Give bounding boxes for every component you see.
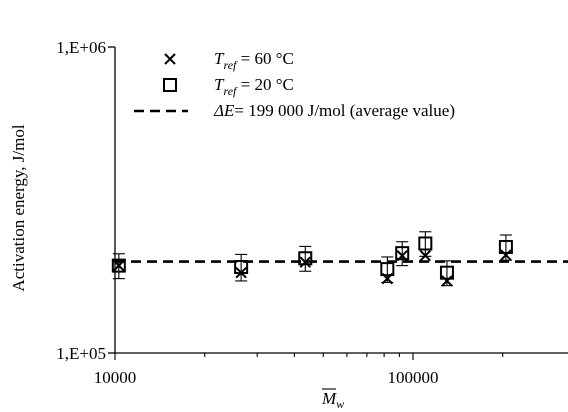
x-marker-stroke — [500, 249, 512, 261]
x-marker-point — [299, 256, 311, 268]
error-bar — [235, 253, 248, 282]
square-marker-point — [395, 246, 410, 261]
square-marker-point — [439, 265, 454, 280]
error-bar — [396, 241, 409, 267]
tick-labels: 1,E+05 1,E+06 10000 100000 — [56, 38, 438, 387]
x-marker-stroke — [419, 249, 432, 262]
square-marker-point — [298, 251, 313, 266]
x-marker-point — [500, 249, 512, 261]
x-marker-stroke — [396, 249, 408, 262]
x-marker-stroke — [381, 272, 394, 285]
square-marker-point — [380, 262, 395, 277]
legend-item: Tref = 60 °C — [164, 49, 294, 72]
legend-label: ΔE= 199 000 J/mol (average value) — [213, 101, 455, 120]
x-marker-point — [113, 259, 125, 272]
legend-item: ΔE= 199 000 J/mol (average value) — [134, 101, 455, 120]
x-tick-label: 10000 — [94, 368, 137, 387]
y-tick-label: 1,E+05 — [56, 344, 106, 363]
x-marker-stroke — [235, 266, 247, 279]
axis-titles: Activation energy, J/mol Mw — [9, 124, 344, 411]
y-axis-title: Activation energy, J/mol — [9, 124, 28, 291]
error-bar — [299, 245, 312, 272]
data-points — [111, 236, 513, 287]
x-marker-point — [441, 275, 453, 287]
y-tick-label: 1,E+06 — [56, 38, 106, 57]
x-tick-label: 100000 — [388, 368, 439, 387]
x-marker-point — [381, 272, 394, 285]
legend-item: Tref = 20 °C — [163, 75, 294, 98]
legend-square-marker — [163, 78, 177, 92]
legend-x-marker — [164, 53, 176, 65]
x-marker-stroke — [113, 259, 125, 272]
x-marker-point — [396, 249, 408, 262]
axes — [108, 46, 568, 360]
x-marker-point — [235, 266, 247, 279]
legend: Tref = 60 °C Tref = 20 °C ΔE= 199 000 J/mo… — [134, 49, 455, 120]
square-marker-point — [498, 240, 513, 255]
x-marker-stroke — [441, 275, 453, 287]
x-marker-stroke — [299, 256, 311, 268]
x-marker-point — [419, 249, 432, 262]
x-marker-stroke — [164, 53, 176, 65]
legend-label: Tref = 60 °C — [214, 49, 294, 72]
square-marker-point — [111, 258, 126, 273]
square-marker-point — [418, 236, 433, 251]
legend-label: Tref = 20 °C — [214, 75, 294, 98]
x-axis-title: Mw — [321, 389, 344, 411]
